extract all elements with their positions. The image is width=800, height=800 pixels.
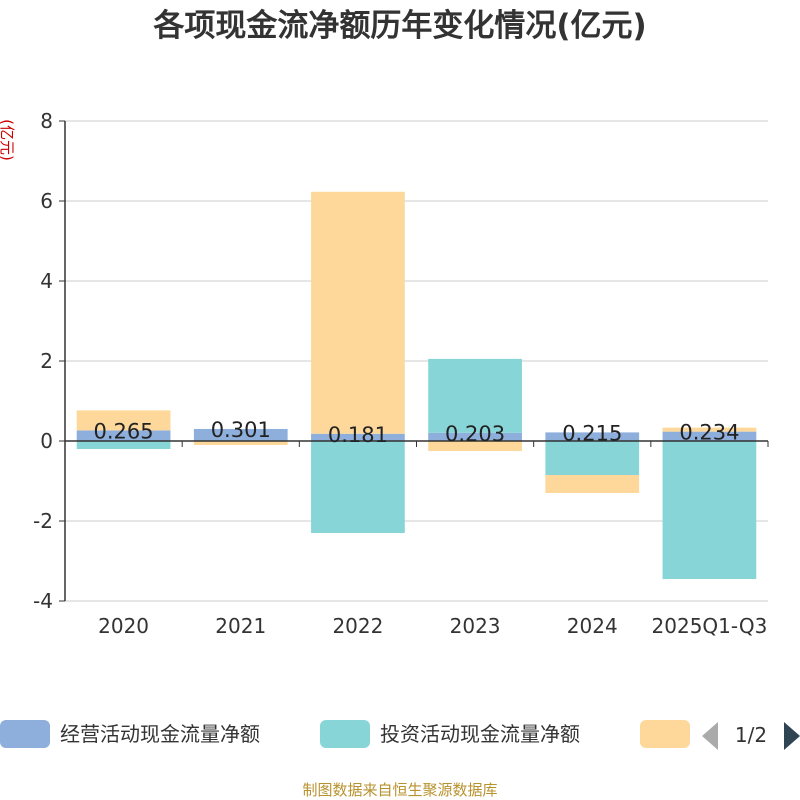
data-labels: 0.265 0.301 0.181 0.203 0.215 0.234 <box>94 418 740 447</box>
y-tick-label: 8 <box>40 109 53 133</box>
bar-2025Q1-Q3-series-3 <box>662 427 757 432</box>
bar-2021-series-3 <box>193 441 288 445</box>
bar-2024-series-1 <box>545 432 640 441</box>
bar-2020-series-2 <box>76 441 171 449</box>
legend-prev-page-icon[interactable] <box>702 722 718 750</box>
x-tick-label: 2021 <box>215 614 266 638</box>
x-tick-label: 2025Q1-Q3 <box>652 614 768 638</box>
bar-2022-series-1 <box>311 433 405 441</box>
data-label: 0.265 <box>94 419 154 443</box>
bar-2020-series-3 <box>76 410 171 431</box>
chart-title: 各项现金流净额历年变化情况(亿元) <box>152 8 646 44</box>
y-tick-label: 4 <box>40 269 53 293</box>
x-tick-label: 2024 <box>567 614 618 638</box>
data-label: 0.234 <box>679 421 739 445</box>
bar-2023-series-3 <box>428 441 522 451</box>
data-label: 0.301 <box>211 418 271 442</box>
data-label: 0.215 <box>562 421 622 445</box>
y-tick-label: 0 <box>40 429 53 453</box>
bar-2024-series-3 <box>545 475 640 493</box>
legend-next-page-icon[interactable] <box>784 722 800 750</box>
bar-2021-series-1 <box>193 428 288 441</box>
legend-swatch[interactable] <box>640 720 690 748</box>
data-label: 0.181 <box>328 423 388 447</box>
bar-2025Q1-Q3-series-2 <box>662 441 757 579</box>
x-tick-label: 2020 <box>98 614 149 638</box>
legend-label[interactable]: 经营活动现金流量净额 <box>60 722 260 746</box>
bar-2024-series-2 <box>545 441 640 475</box>
legend: 经营活动现金流量净额 投资活动现金流量净额 1/2 <box>0 720 800 750</box>
y-tick-label: 6 <box>40 189 53 213</box>
source-note: 制图数据来自恒生聚源数据库 <box>302 781 497 799</box>
y-tick-label: -2 <box>33 509 53 533</box>
legend-label[interactable]: 投资活动现金流量净额 <box>380 722 580 746</box>
legend-swatch[interactable] <box>320 720 370 748</box>
bar-2023-series-1 <box>428 432 522 441</box>
x-tick-label: 2023 <box>450 614 501 638</box>
data-label: 0.203 <box>445 422 505 446</box>
bar-2020-series-1 <box>76 430 171 441</box>
y-axis-unit: (亿元) <box>0 119 16 161</box>
gridlines <box>65 120 768 602</box>
y-tick-label: 2 <box>40 349 53 373</box>
legend-swatch[interactable] <box>0 720 50 748</box>
y-tick-label: -4 <box>33 589 53 613</box>
bars <box>76 191 757 579</box>
bar-2022-series-2 <box>311 441 405 533</box>
bar-2022-series-3 <box>311 191 405 434</box>
x-tick-label: 2022 <box>332 614 383 638</box>
axes: 8 6 4 2 0 -2 -4 2020 2021 2022 2023 2024 2025Q1-Q3 <box>33 109 769 638</box>
bar-2023-series-2 <box>428 358 522 433</box>
legend-page-indicator: 1/2 <box>735 723 767 747</box>
bar-2025Q1-Q3-series-1 <box>662 431 757 441</box>
